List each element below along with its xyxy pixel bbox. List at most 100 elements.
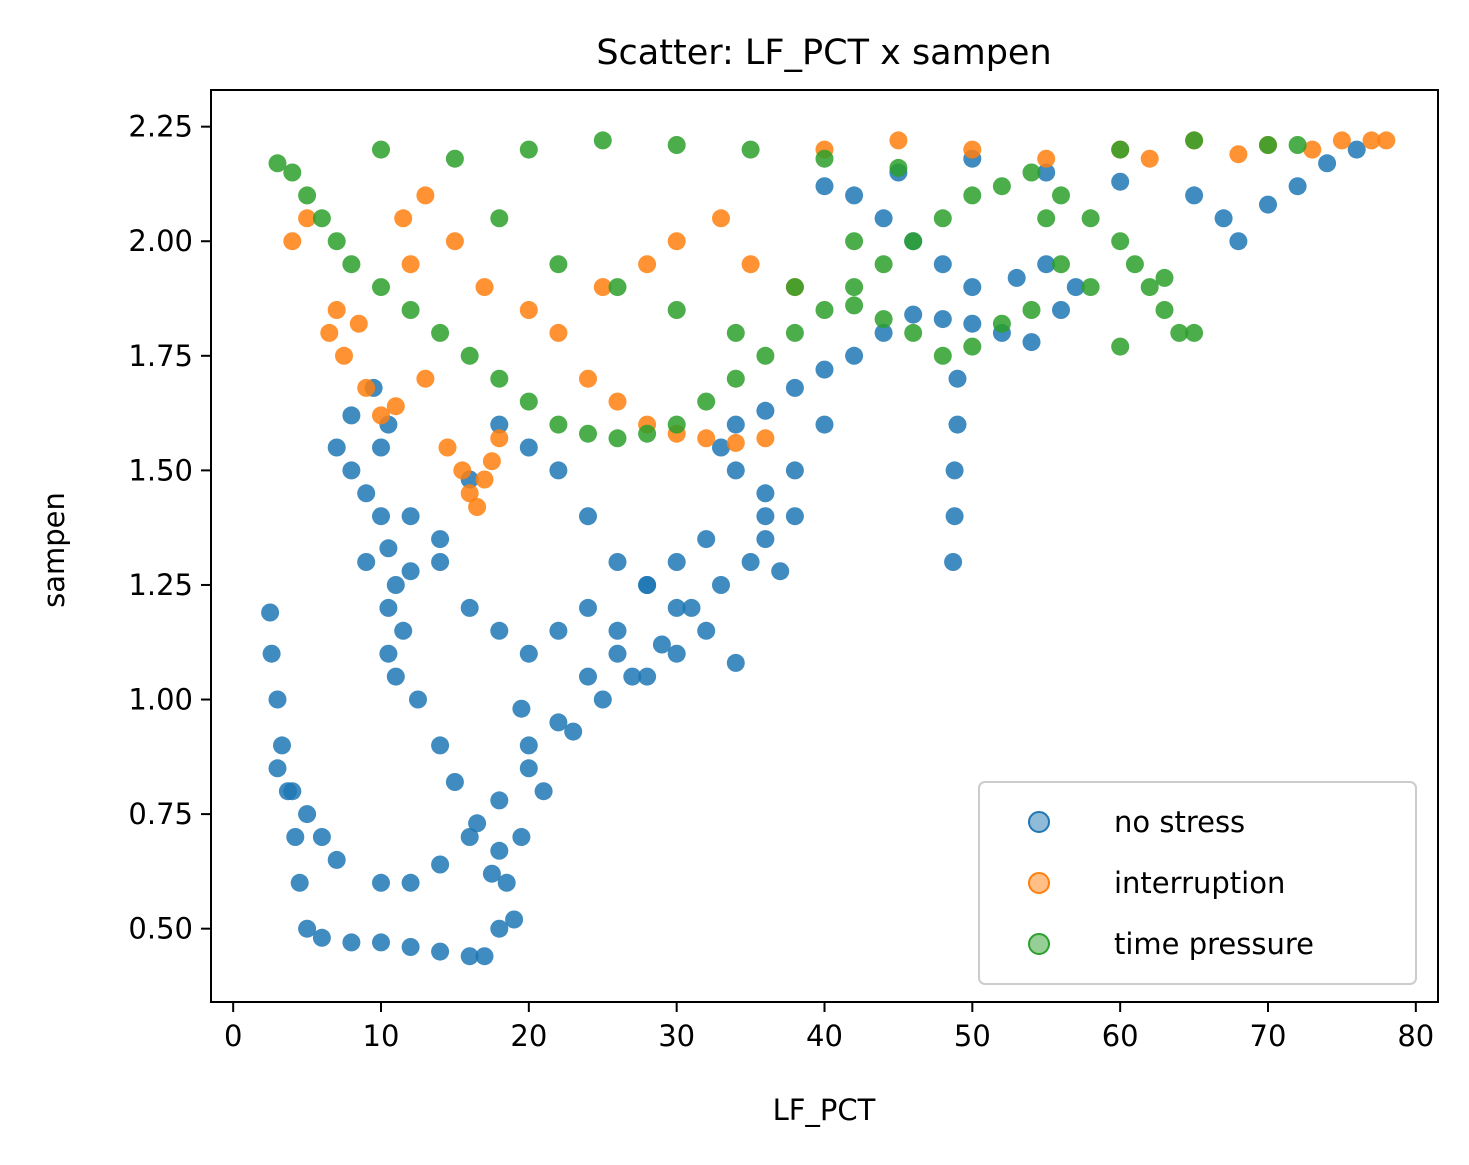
- data-point: [756, 484, 775, 503]
- data-point: [519, 301, 538, 319]
- data-point: [1332, 131, 1351, 150]
- data-point: [342, 461, 361, 480]
- data-point: [482, 864, 501, 883]
- data-point: [490, 429, 509, 448]
- data-point: [312, 828, 331, 846]
- x-tick-label: 30: [658, 1019, 695, 1053]
- data-point: [549, 323, 568, 342]
- data-point: [431, 530, 450, 549]
- data-point: [726, 653, 745, 672]
- data-point: [608, 392, 627, 411]
- data-point: [327, 232, 346, 251]
- data-point: [401, 507, 420, 526]
- data-point: [593, 131, 612, 150]
- legend-marker: [1028, 811, 1050, 833]
- data-point: [815, 177, 834, 196]
- data-point: [756, 346, 775, 365]
- data-point: [933, 346, 952, 365]
- data-point: [667, 136, 686, 154]
- data-point: [889, 158, 908, 177]
- data-point: [490, 415, 509, 434]
- data-point: [652, 635, 671, 654]
- data-point: [490, 919, 509, 938]
- data-point: [1022, 301, 1041, 319]
- data-point: [726, 323, 745, 342]
- legend-marker: [1028, 872, 1050, 894]
- data-point: [712, 576, 730, 594]
- data-point: [1362, 131, 1381, 150]
- data-point: [933, 255, 952, 274]
- legend-items: no stress interruption time pressure: [1028, 805, 1314, 961]
- data-point: [1229, 145, 1248, 164]
- data-point: [638, 255, 657, 274]
- data-point: [512, 828, 531, 846]
- data-point: [726, 415, 745, 434]
- data-point: [845, 296, 864, 315]
- legend-label: time pressure: [1114, 927, 1314, 961]
- series-interruption: [283, 131, 1396, 516]
- data-point: [726, 461, 745, 480]
- data-point: [549, 255, 568, 274]
- data-point: [268, 759, 287, 778]
- data-point: [1037, 209, 1056, 228]
- x-tick-label: 10: [363, 1019, 400, 1053]
- data-point: [519, 392, 538, 411]
- data-point: [741, 255, 760, 274]
- data-point: [1037, 255, 1056, 274]
- data-point: [608, 429, 627, 448]
- y-axis-title: sampen: [37, 492, 71, 608]
- data-point: [712, 209, 730, 228]
- data-point: [1170, 323, 1189, 342]
- data-point: [497, 873, 516, 892]
- data-point: [1007, 268, 1026, 287]
- data-point: [579, 667, 597, 686]
- data-point: [904, 232, 923, 251]
- data-point: [1022, 333, 1041, 352]
- data-point: [623, 667, 642, 686]
- data-point: [460, 947, 479, 966]
- data-point: [320, 323, 339, 342]
- data-point: [283, 782, 302, 801]
- data-point: [1155, 301, 1174, 319]
- series-time-pressure: [268, 131, 1307, 448]
- data-point: [1066, 278, 1085, 297]
- data-point: [342, 255, 361, 274]
- data-point: [712, 438, 730, 457]
- data-point: [372, 406, 390, 425]
- data-point: [438, 438, 457, 457]
- data-point: [1214, 209, 1233, 228]
- data-point: [771, 562, 790, 581]
- x-axis-title: LF_PCT: [773, 1093, 876, 1127]
- data-point: [468, 814, 487, 833]
- data-point: [401, 255, 420, 274]
- data-point: [490, 791, 509, 810]
- data-point: [963, 278, 982, 297]
- legend-box: [978, 781, 1417, 985]
- series-no-stress: [261, 140, 1366, 966]
- data-point: [933, 209, 952, 228]
- legend: no stress interruption time pressure: [978, 781, 1417, 985]
- data-point: [1111, 172, 1130, 191]
- data-point: [815, 360, 834, 379]
- legend-label: interruption: [1114, 866, 1285, 900]
- data-point: [1111, 232, 1130, 251]
- data-point: [549, 713, 568, 732]
- data-point: [431, 855, 450, 874]
- data-point: [579, 507, 597, 526]
- data-point: [1303, 140, 1322, 159]
- data-point: [756, 429, 775, 448]
- x-tick-label: 70: [1250, 1019, 1287, 1053]
- data-point: [453, 461, 472, 480]
- data-point: [756, 507, 775, 526]
- data-point: [490, 369, 509, 388]
- data-point: [756, 530, 775, 549]
- data-point: [298, 209, 317, 228]
- data-point: [1022, 163, 1041, 182]
- data-point: [889, 131, 908, 150]
- x-tick-label: 60: [1102, 1019, 1139, 1053]
- data-point: [904, 323, 923, 342]
- data-point: [394, 621, 413, 640]
- data-point: [593, 690, 612, 709]
- data-point: [327, 301, 346, 319]
- data-point: [372, 438, 390, 457]
